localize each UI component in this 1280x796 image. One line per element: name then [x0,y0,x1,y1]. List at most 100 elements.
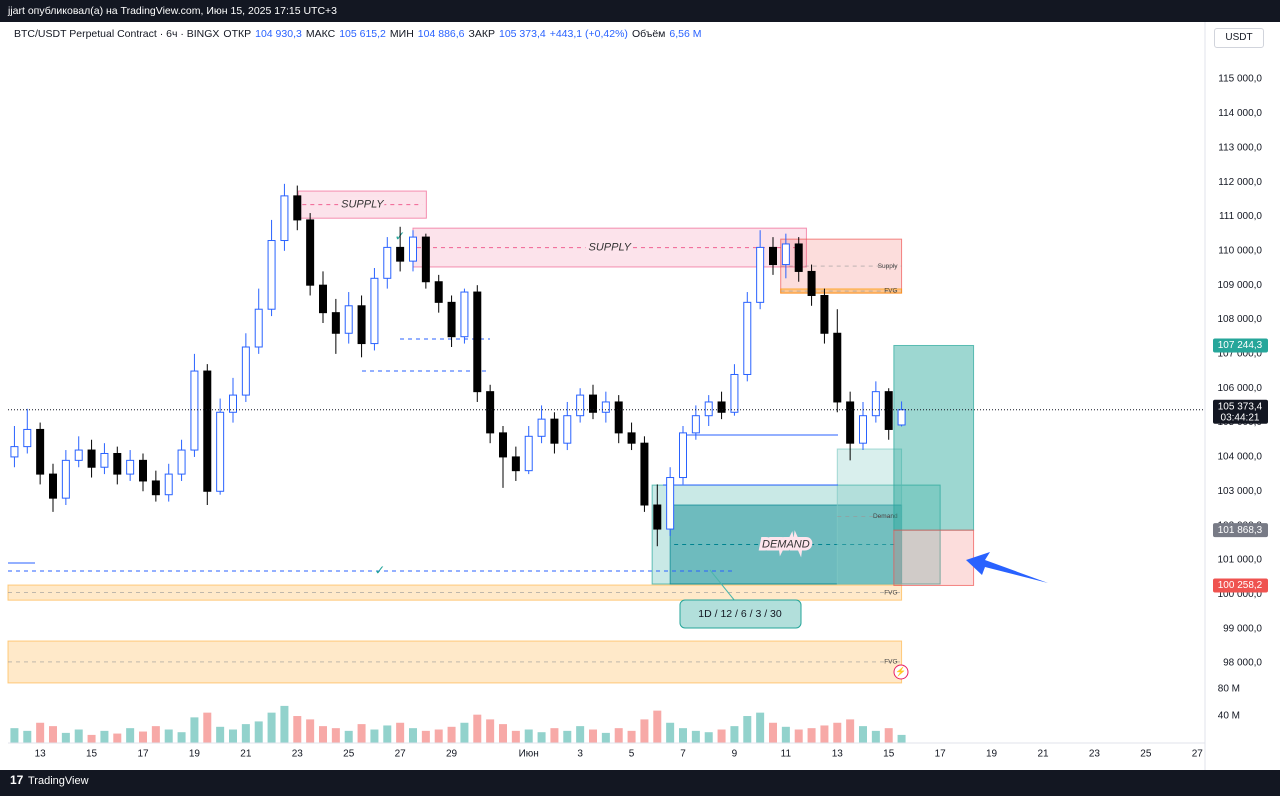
bottom-bar [0,770,1280,796]
candle-body [357,305,366,345]
volume-bar [23,730,32,743]
volume-bar [601,732,610,743]
legend-text: 105 615,2 [339,28,386,40]
candle-body [511,456,520,472]
y-tick-label: 100 000,0 [1218,589,1263,600]
x-tick-label: 25 [1140,749,1152,760]
candle-body [331,312,340,334]
volume-bar [370,729,379,743]
candle-body [640,442,649,506]
candle-body [241,346,250,396]
volume-bar [113,733,122,743]
legend-text: Объём [631,28,666,40]
volume-bar [447,726,456,743]
zone [893,344,975,531]
candle-body [537,418,546,437]
last-price-label: 105 373,4 [1218,401,1263,412]
volume-bar [36,722,45,743]
zone [893,529,975,586]
candle-body [267,240,276,310]
candle-body [717,401,726,413]
alert-icon: ⚡ [895,665,906,677]
legend-text: МИН [389,28,414,40]
y-tick-label: 115 000,0 [1218,74,1262,85]
price-axis [1205,22,1280,770]
x-tick-label: 17 [935,749,947,760]
candle-body [666,477,675,530]
publisher: jjart опубликовал(а) на TradingView.com,… [7,5,337,17]
alert-icon [893,664,909,680]
zone-label: FVG [884,659,897,666]
volume-bar [331,728,340,743]
candle-body [627,432,636,444]
callout-box [679,599,802,629]
candle-body [781,243,790,266]
volume-bar [589,729,597,743]
candle-body [756,246,765,303]
volume-bar [319,726,327,743]
legend-text: ОТКР [223,28,252,40]
candle-body [126,459,135,475]
volume-bar [293,716,302,743]
volume-bar [691,730,700,743]
volume-bar [833,722,842,743]
candle-body [203,370,212,492]
candle-body [601,401,610,413]
volume-bar [306,719,315,743]
volume-bar [241,724,250,743]
x-tick-label: 3 [577,749,583,760]
currency-button[interactable]: USDT [1214,28,1264,48]
candle-body [396,246,405,262]
volume-bar [434,729,443,743]
volume-bar [666,722,675,743]
volume-bar [897,734,906,743]
volume-bar [473,714,482,743]
volume-bar [769,722,777,743]
candle-body [820,294,829,334]
candle-body [807,270,816,296]
volume-bar [100,730,109,743]
volume-bar [704,732,713,743]
price-label-box [1213,578,1268,593]
zone-label: SUPPLY [589,241,632,253]
legend-text: 104 886,6 [417,28,465,40]
candle-body [447,301,456,338]
x-tick-label: 15 [86,749,98,760]
y-tick-label: 111 000,0 [1219,211,1262,222]
zone [7,584,903,601]
volume-bar [74,729,83,743]
volume-bar [383,725,392,743]
candle-body [704,401,713,417]
x-tick-label: 13 [832,749,844,760]
candle-body [10,446,19,458]
x-tick-label: 27 [395,749,407,760]
candle-body [897,409,906,426]
candle-body [769,246,777,266]
volume-bar [563,730,572,743]
x-tick-label: 19 [189,749,201,760]
volume-bar [640,719,649,743]
volume-bar [730,726,739,743]
volume-bar [280,705,289,743]
x-tick-label: 29 [446,749,458,760]
candle-body [319,284,327,314]
volume-bar [254,721,263,743]
candle-body [846,401,855,444]
candle-body [280,195,289,242]
volume-bar [421,730,430,743]
y-tick-label: 99 000,0 [1223,623,1262,634]
candle-body [691,415,700,434]
volume-bar [537,732,546,743]
y-tick-label: 110 000,0 [1218,245,1262,256]
y-tick-label: 104 000,0 [1218,452,1263,463]
volume-bar [357,724,366,743]
zone [651,484,941,585]
symbol-title: BTC/USDT Perpetual Contract · 6ч · BINGX [14,28,220,40]
volume-bar [139,731,147,743]
volume-bar [653,710,662,743]
candle-body [499,432,507,458]
x-tick-label: 9 [732,749,738,760]
volume-bar [409,728,417,743]
candle-body [177,449,186,475]
x-tick-label: 21 [240,749,252,760]
